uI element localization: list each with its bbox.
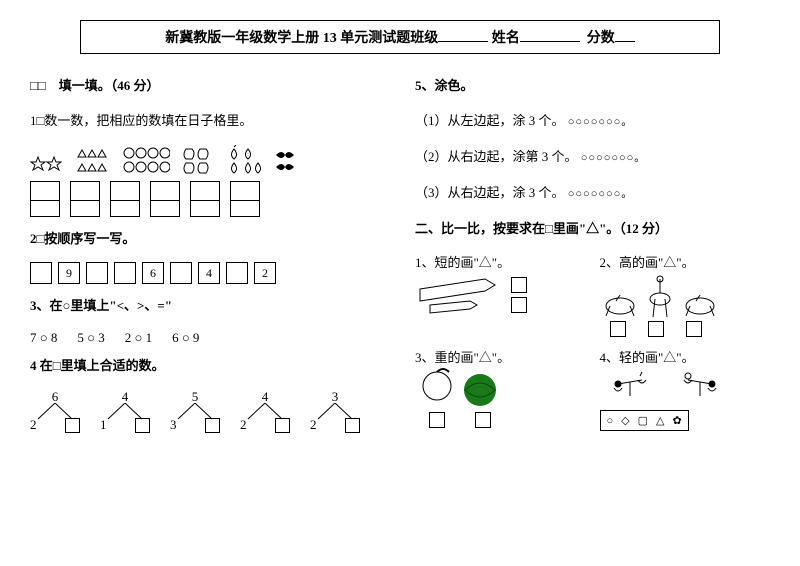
seq-box: 9 [58, 262, 80, 284]
decomp-right-box[interactable] [65, 418, 80, 433]
seq-box[interactable] [86, 262, 108, 284]
section-1-title: □□ 填一填。（46 分） [30, 74, 385, 97]
name-blank[interactable] [520, 28, 580, 42]
bells-icon [180, 145, 216, 175]
seq-box: 6 [142, 262, 164, 284]
q-tall: 2、高的画"△"。 [600, 252, 771, 337]
answer-checkbox[interactable] [686, 321, 702, 337]
compare-item[interactable]: 5 ○ 3 [77, 330, 104, 346]
q-heavy: 3、重的画"△"。 [415, 347, 586, 431]
decomp-item: 6 2 [30, 389, 80, 429]
answer-checkbox[interactable] [648, 321, 664, 337]
decomp-left: 1 [100, 417, 107, 433]
left-column: □□ 填一填。（46 分） 1□数一数，把相应的数填在日子格里。 [30, 74, 385, 441]
pears-icon [226, 145, 262, 175]
decomp-left: 3 [170, 417, 177, 433]
section-4-title: 4 在□里填上合适的数。 [30, 354, 385, 377]
circles-row[interactable]: ○○○○○○○。 [568, 188, 634, 200]
fruits-icon [415, 366, 505, 412]
q5-1-text: （1）从左边起，涂 3 个。 [415, 113, 565, 128]
decomp-left: 2 [240, 417, 247, 433]
content-columns: □□ 填一填。（46 分） 1□数一数，把相应的数填在日子格里。 [30, 74, 770, 441]
circles-row[interactable]: ○○○○○○○。 [568, 116, 634, 128]
pencils-icon [415, 271, 505, 319]
answer-checkbox[interactable] [511, 297, 527, 313]
legend-item: ✿ [673, 414, 682, 427]
q1-1-text: 1□数一数，把相应的数填在日子格里。 [30, 109, 385, 132]
q-short: 1、短的画"△"。 [415, 252, 586, 337]
q5-3: （3）从右边起，涂 3 个。 ○○○○○○○。 [415, 181, 770, 205]
seq-box[interactable] [114, 262, 136, 284]
legend-item: ◇ [621, 414, 629, 427]
compare-item[interactable]: 2 ○ 1 [125, 330, 152, 346]
legend-box: ○ ◇ ▢ △ ✿ [600, 410, 689, 431]
compare-row-1: 1、短的画"△"。 2、高的画"△"。 [415, 252, 770, 337]
stars-icon [30, 155, 62, 175]
score-label: 分数 [587, 31, 615, 46]
answer-box[interactable] [30, 181, 60, 217]
section-2-title: 2□按顺序写一写。 [30, 227, 385, 250]
decomposition-row: 6 2 4 1 5 3 4 2 [30, 389, 385, 429]
q5-3-text: （3）从右边起，涂 3 个。 [415, 185, 565, 200]
q5-2: （2）从右边起，涂第 3 个。 ○○○○○○○。 [415, 145, 770, 169]
answer-box[interactable] [230, 181, 260, 217]
seq-box[interactable] [226, 262, 248, 284]
decomp-item: 4 1 [100, 389, 150, 429]
answer-checkbox[interactable] [429, 412, 445, 428]
decomp-right-box[interactable] [135, 418, 150, 433]
decomp-right-box[interactable] [275, 418, 290, 433]
answer-checkbox[interactable] [511, 277, 527, 293]
legend-item: ▢ [638, 414, 648, 427]
q2-label: 2、高的画"△"。 [600, 252, 771, 271]
title-text: 新冀教版一年级数学上册 13 单元测试题班级 [165, 31, 438, 46]
header-box: 新冀教版一年级数学上册 13 单元测试题班级 姓名 分数 [80, 20, 720, 54]
answer-checkbox[interactable] [610, 321, 626, 337]
scales-icon [600, 366, 750, 404]
decomp-right-box[interactable] [205, 418, 220, 433]
q4-label: 4、轻的画"△"。 [600, 347, 771, 366]
score-blank[interactable] [615, 28, 635, 42]
answer-box[interactable] [70, 181, 100, 217]
answer-checkbox[interactable] [475, 412, 491, 428]
legend-item: ○ [607, 415, 614, 427]
answer-boxes-row [30, 181, 385, 217]
decomp-item: 5 3 [170, 389, 220, 429]
animals-icon [600, 271, 720, 321]
decomp-right-box[interactable] [345, 418, 360, 433]
compare-item[interactable]: 7 ○ 8 [30, 330, 57, 346]
decomp-left: 2 [30, 417, 37, 433]
q1-label: 1、短的画"△"。 [415, 252, 586, 271]
section-3-title: 3、在○里填上"<、>、=" [30, 294, 385, 317]
decomp-item: 4 2 [240, 389, 290, 429]
answer-box[interactable] [150, 181, 180, 217]
seq-box[interactable] [170, 262, 192, 284]
class-blank[interactable] [438, 28, 488, 42]
answer-box[interactable] [190, 181, 220, 217]
compare-item[interactable]: 6 ○ 9 [172, 330, 199, 346]
compare-row: 7 ○ 8 5 ○ 3 2 ○ 1 6 ○ 9 [30, 330, 385, 346]
seq-box[interactable] [30, 262, 52, 284]
compare-row-2: 3、重的画"△"。 4、轻的画"△"。 [415, 347, 770, 431]
apples-icon [122, 145, 170, 175]
q5-1: （1）从左边起，涂 3 个。 ○○○○○○○。 [415, 109, 770, 133]
section-ii-title: 二、比一比，按要求在□里画"△"。（12 分） [415, 217, 770, 240]
right-column: 5、涂色。 （1）从左边起，涂 3 个。 ○○○○○○○。 （2）从右边起，涂第… [415, 74, 770, 441]
decomp-left: 2 [310, 417, 317, 433]
q5-2-text: （2）从右边起，涂第 3 个。 [415, 149, 578, 164]
butterflies-icon [272, 149, 298, 175]
answer-box[interactable] [110, 181, 140, 217]
legend-item: △ [656, 414, 664, 427]
triangles-icon [72, 147, 112, 175]
decomp-item: 3 2 [310, 389, 360, 429]
section-5-title: 5、涂色。 [415, 74, 770, 97]
q3-label: 3、重的画"△"。 [415, 347, 586, 366]
name-label: 姓名 [492, 31, 520, 46]
seq-box: 4 [198, 262, 220, 284]
count-objects-row [30, 145, 385, 175]
seq-box: 2 [254, 262, 276, 284]
circles-row[interactable]: ○○○○○○○。 [581, 152, 647, 164]
sequence-row: 9 6 4 2 [30, 262, 385, 284]
q-light: 4、轻的画"△"。 ○ ◇ ▢ △ ✿ [600, 347, 771, 431]
